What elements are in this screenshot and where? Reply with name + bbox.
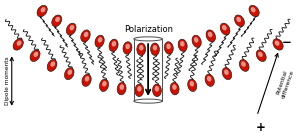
Ellipse shape <box>178 39 187 52</box>
Text: −: − <box>281 36 291 49</box>
Ellipse shape <box>152 84 161 97</box>
Ellipse shape <box>153 45 157 51</box>
Ellipse shape <box>66 23 76 35</box>
Ellipse shape <box>188 79 197 91</box>
Ellipse shape <box>151 43 159 56</box>
Ellipse shape <box>95 35 104 47</box>
Ellipse shape <box>236 17 241 22</box>
Ellipse shape <box>192 35 201 47</box>
Ellipse shape <box>82 74 91 86</box>
Text: Polarization: Polarization <box>124 25 172 34</box>
Ellipse shape <box>241 61 246 67</box>
Ellipse shape <box>164 42 173 54</box>
Ellipse shape <box>17 40 22 46</box>
Ellipse shape <box>194 37 198 43</box>
Ellipse shape <box>117 82 126 95</box>
Ellipse shape <box>222 68 232 80</box>
Text: +: + <box>256 121 266 134</box>
Ellipse shape <box>208 32 212 37</box>
Ellipse shape <box>206 30 215 42</box>
Ellipse shape <box>30 50 40 61</box>
Ellipse shape <box>123 42 132 54</box>
Ellipse shape <box>100 79 109 91</box>
Ellipse shape <box>55 17 60 22</box>
Text: Dipole moments: Dipole moments <box>4 57 10 105</box>
Ellipse shape <box>273 39 283 50</box>
Ellipse shape <box>249 5 259 17</box>
Ellipse shape <box>190 81 194 87</box>
Ellipse shape <box>34 52 38 57</box>
Ellipse shape <box>137 43 146 56</box>
Ellipse shape <box>224 69 229 75</box>
Ellipse shape <box>37 5 47 17</box>
Ellipse shape <box>170 82 179 95</box>
Ellipse shape <box>85 76 89 82</box>
Ellipse shape <box>220 23 230 35</box>
Ellipse shape <box>172 84 177 90</box>
Ellipse shape <box>180 41 184 47</box>
Ellipse shape <box>52 15 62 27</box>
Ellipse shape <box>68 69 72 75</box>
Ellipse shape <box>120 84 124 90</box>
Text: Potential
difference: Potential difference <box>275 67 295 99</box>
Ellipse shape <box>102 81 106 87</box>
Ellipse shape <box>207 76 211 82</box>
Ellipse shape <box>137 86 142 92</box>
Ellipse shape <box>98 37 102 43</box>
Ellipse shape <box>13 39 23 50</box>
Ellipse shape <box>139 45 143 51</box>
Ellipse shape <box>50 61 55 67</box>
Ellipse shape <box>112 41 116 47</box>
Ellipse shape <box>70 25 74 30</box>
Ellipse shape <box>258 52 263 57</box>
Ellipse shape <box>155 86 159 92</box>
Ellipse shape <box>256 50 266 61</box>
Ellipse shape <box>109 39 118 52</box>
Ellipse shape <box>64 68 74 80</box>
Ellipse shape <box>235 15 244 27</box>
Ellipse shape <box>251 7 256 12</box>
Ellipse shape <box>239 60 249 71</box>
Ellipse shape <box>135 84 144 97</box>
Ellipse shape <box>125 44 130 49</box>
Ellipse shape <box>47 60 57 71</box>
Ellipse shape <box>205 74 214 86</box>
Ellipse shape <box>167 44 171 49</box>
Ellipse shape <box>40 7 46 12</box>
Ellipse shape <box>84 32 88 37</box>
Ellipse shape <box>275 40 280 46</box>
Ellipse shape <box>222 25 227 30</box>
Ellipse shape <box>81 30 90 42</box>
